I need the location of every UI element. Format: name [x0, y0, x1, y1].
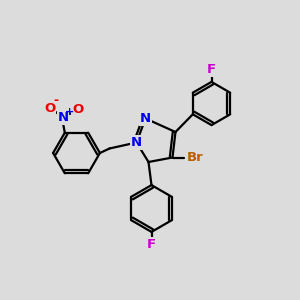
- Text: +: +: [65, 107, 74, 117]
- Text: Br: Br: [186, 151, 203, 164]
- Text: O: O: [44, 102, 56, 115]
- Text: N: N: [131, 136, 142, 149]
- Text: O: O: [72, 103, 83, 116]
- Text: F: F: [147, 238, 156, 251]
- Text: N: N: [58, 111, 69, 124]
- Text: -: -: [54, 94, 59, 107]
- Text: F: F: [207, 63, 216, 76]
- Text: N: N: [140, 112, 151, 125]
